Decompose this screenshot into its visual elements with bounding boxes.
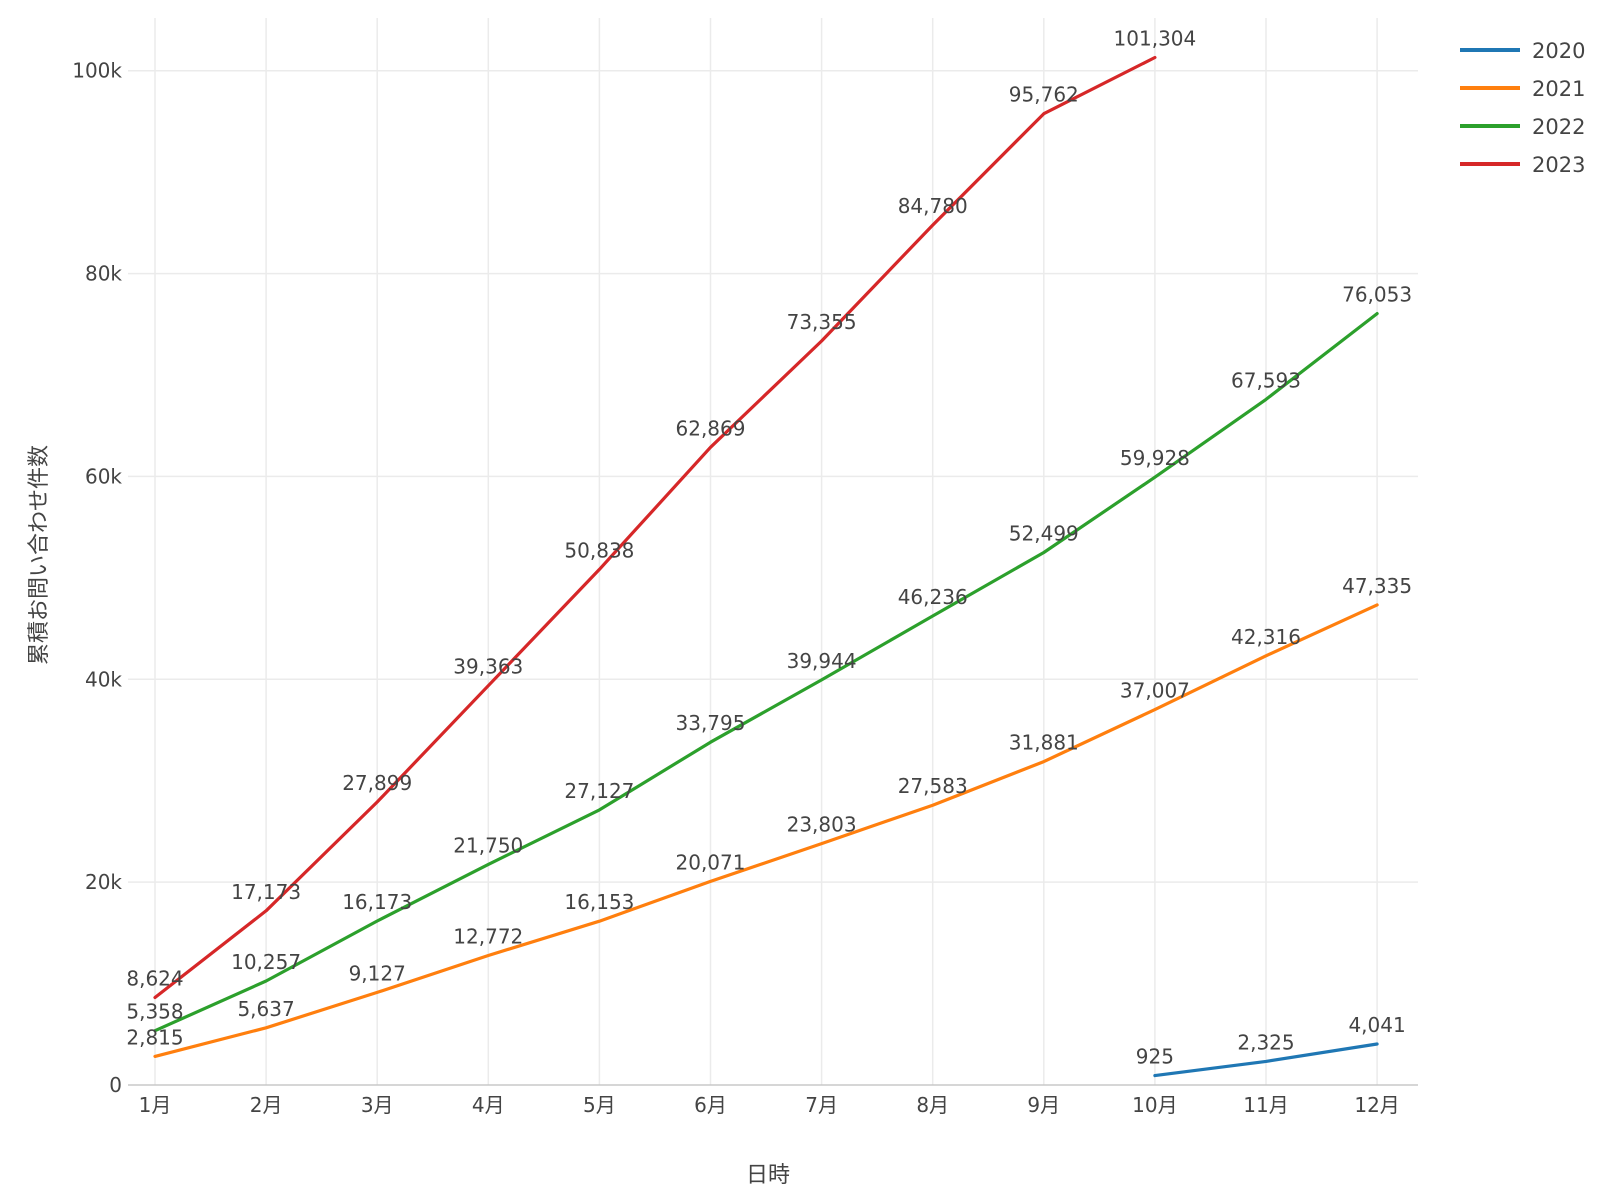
x-tick-label: 9月: [1027, 1093, 1060, 1117]
legend-label: 2021: [1532, 77, 1585, 101]
data-label: 2,815: [126, 1025, 183, 1049]
y-tick-label: 80k: [85, 262, 122, 286]
x-tick-label: 5月: [583, 1093, 616, 1117]
x-tick-label: 11月: [1243, 1093, 1288, 1117]
series-line-2021: [153, 603, 1379, 1059]
legend-label: 2023: [1532, 153, 1585, 177]
y-tick-label: 40k: [85, 667, 122, 691]
data-label: 9,127: [349, 961, 406, 985]
legend-item-2022: 2022: [1460, 115, 1585, 139]
data-label: 62,869: [676, 416, 746, 440]
data-label: 8,624: [126, 967, 183, 991]
data-label: 95,762: [1009, 83, 1079, 107]
x-tick-label: 4月: [472, 1093, 505, 1117]
data-label: 27,127: [564, 779, 634, 803]
data-label: 47,335: [1342, 574, 1412, 598]
data-label: 59,928: [1120, 446, 1190, 470]
data-label: 925: [1136, 1045, 1174, 1069]
data-label: 46,236: [898, 585, 968, 609]
y-tick-label: 100k: [72, 59, 122, 83]
data-label: 16,153: [564, 890, 634, 914]
legend-item-2020: 2020: [1460, 39, 1585, 63]
data-label: 2,325: [1237, 1030, 1294, 1054]
x-tick-label: 3月: [361, 1093, 394, 1117]
data-label: 33,795: [676, 711, 746, 735]
data-label: 84,780: [898, 194, 968, 218]
data-label: 23,803: [787, 813, 857, 837]
y-axis: 0 20k 40k 60k 80k 100k: [72, 59, 122, 1097]
data-label: 73,355: [787, 310, 857, 334]
x-tick-label: 7月: [805, 1093, 838, 1117]
x-tick-label: 12月: [1354, 1093, 1399, 1117]
data-label: 101,304: [1114, 26, 1197, 50]
x-tick-label: 8月: [916, 1093, 949, 1117]
y-axis-title: 累積お問い合わせ件数: [27, 445, 52, 665]
data-label: 42,316: [1231, 625, 1301, 649]
data-label: 17,173: [231, 880, 301, 904]
legend-item-2021: 2021: [1460, 77, 1585, 101]
series-lines: [153, 55, 1379, 1078]
data-label: 31,881: [1009, 731, 1079, 755]
x-axis: 1月 2月 3月 4月 5月 6月 7月 8月 9月 10月 11月 12月: [139, 1093, 1400, 1117]
y-tick-label: 20k: [85, 870, 122, 894]
data-label: 20,071: [676, 850, 746, 874]
series-line-2020: [1153, 1042, 1379, 1078]
x-tick-label: 6月: [694, 1093, 727, 1117]
series-line-2022: [153, 312, 1379, 1033]
data-label: 12,772: [453, 924, 523, 948]
legend: 2020 2021 2022 2023: [1460, 39, 1585, 177]
legend-label: 2020: [1532, 39, 1585, 63]
data-labels: 925 2,325 4,041 2,815 5,637 9,127 12,772 16,153…: [126, 26, 1412, 1068]
x-tick-label: 2月: [250, 1093, 283, 1117]
x-axis-title: 日時: [746, 1163, 790, 1188]
data-label: 10,257: [231, 950, 301, 974]
data-label: 5,637: [237, 997, 294, 1021]
x-tick-label: 10月: [1132, 1093, 1177, 1117]
y-tick-label: 0: [109, 1073, 122, 1097]
series-line-2023: [153, 55, 1157, 1000]
data-label: 52,499: [1009, 522, 1079, 546]
x-tick-label: 1月: [139, 1093, 172, 1117]
legend-item-2023: 2023: [1460, 153, 1585, 177]
data-label: 27,899: [342, 771, 412, 795]
y-tick-label: 60k: [85, 464, 122, 488]
grid: [128, 18, 1418, 1086]
data-label: 67,593: [1231, 368, 1301, 392]
data-label: 39,363: [453, 655, 523, 679]
data-label: 4,041: [1348, 1013, 1405, 1037]
data-label: 39,944: [787, 649, 857, 673]
data-label: 37,007: [1120, 679, 1190, 703]
data-label: 5,358: [126, 1000, 183, 1024]
legend-label: 2022: [1532, 115, 1585, 139]
data-label: 27,583: [898, 774, 968, 798]
data-label: 21,750: [453, 833, 523, 857]
data-label: 50,838: [564, 538, 634, 562]
data-label: 16,173: [342, 890, 412, 914]
data-label: 76,053: [1342, 283, 1412, 307]
